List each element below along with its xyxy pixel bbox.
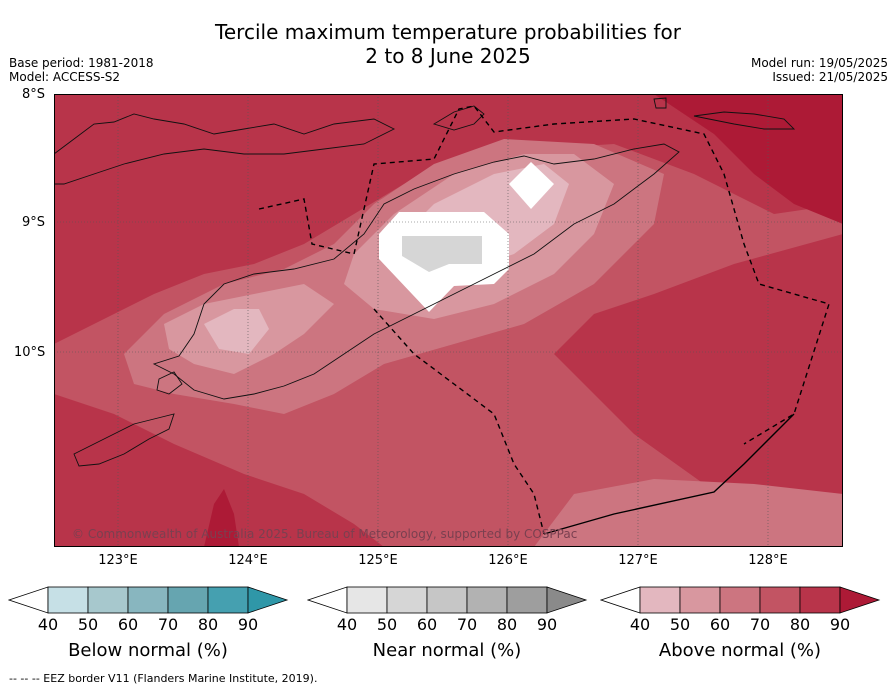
base-period: Base period: 1981-2018 (9, 56, 154, 70)
above-tick-40: 40 (629, 615, 651, 634)
lon-label-127e: 127°E (618, 553, 658, 568)
timor-coastline (152, 143, 680, 400)
gridlines (54, 94, 843, 547)
band-50-60-southeast (534, 479, 843, 547)
run-info: Model run: 19/05/2025 Issued: 21/05/2025 (751, 56, 888, 84)
band-70-80-south (54, 394, 384, 547)
band-80-90-northeast (654, 94, 843, 224)
lon-label-123e: 123°E (98, 553, 138, 568)
model-name: Model: ACCESS-S2 (9, 70, 121, 84)
lon-label-128e: 128°E (748, 553, 788, 568)
map-title: Tercile maximum temperature probabilitie… (0, 20, 896, 68)
below-normal-title: Below normal (%) (68, 640, 228, 661)
lat-label-10s: 10°S (14, 345, 46, 360)
eastern-islands-coastline (693, 111, 796, 130)
northern-islands-coastline (54, 113, 396, 185)
lat-label-9s: 9°S (22, 215, 46, 230)
model-info: Base period: 1981-2018 Model: ACCESS-S2 (9, 56, 154, 84)
near-normal-grey (402, 236, 482, 272)
above-tick-90: 90 (829, 615, 851, 634)
band-below-40-west (204, 309, 269, 354)
title-line-2: 2 to 8 June 2025 (365, 44, 531, 68)
title-line-1: Tercile maximum temperature probabilitie… (215, 20, 681, 44)
colorbar-above-normal (600, 586, 881, 614)
copyright-notice: © Commonwealth of Australia 2025. Bureau… (72, 527, 578, 541)
maritime-boundary (543, 413, 795, 535)
above-tick-50: 50 (669, 615, 691, 634)
below-tick-70: 70 (157, 615, 179, 634)
lon-label-124e: 124°E (228, 553, 268, 568)
near-tick-60: 60 (416, 615, 438, 634)
below-tick-80: 80 (197, 615, 219, 634)
colorbar-near-normal (307, 586, 588, 614)
band-70-80-east (554, 234, 843, 547)
near-tick-50: 50 (376, 615, 398, 634)
eez-legend-note: -- -- -- EEZ border V11 (Flanders Marine… (9, 672, 318, 685)
probability-map (54, 94, 843, 547)
above-tick-70: 70 (749, 615, 771, 634)
near-tick-70: 70 (456, 615, 478, 634)
lon-label-126e: 126°E (488, 553, 528, 568)
above-normal-title: Above normal (%) (658, 640, 822, 661)
wetar-coastline (432, 105, 485, 131)
colorbar-below-normal (8, 586, 289, 614)
below-tick-60: 60 (117, 615, 139, 634)
near-tick-40: 40 (336, 615, 358, 634)
below-tick-40: 40 (37, 615, 59, 634)
lon-label-125e: 125°E (358, 553, 398, 568)
no-dominant-tercile-small (509, 162, 554, 209)
coastlines (54, 97, 796, 467)
near-normal-title: Near normal (%) (372, 640, 522, 661)
model-run-date: Model run: 19/05/2025 (750, 56, 888, 70)
below-tick-90: 90 (237, 615, 259, 634)
rote-coastline (73, 413, 175, 467)
issued-date: Issued: 21/05/2025 (772, 70, 888, 84)
eez-border (258, 105, 830, 535)
band-80-90-south (204, 489, 239, 547)
near-tick-90: 90 (536, 615, 558, 634)
band-70-80-north (54, 94, 843, 344)
near-tick-80: 80 (496, 615, 518, 634)
above-tick-60: 60 (709, 615, 731, 634)
above-tick-80: 80 (789, 615, 811, 634)
lat-label-8s: 8°S (22, 87, 46, 102)
below-tick-50: 50 (77, 615, 99, 634)
